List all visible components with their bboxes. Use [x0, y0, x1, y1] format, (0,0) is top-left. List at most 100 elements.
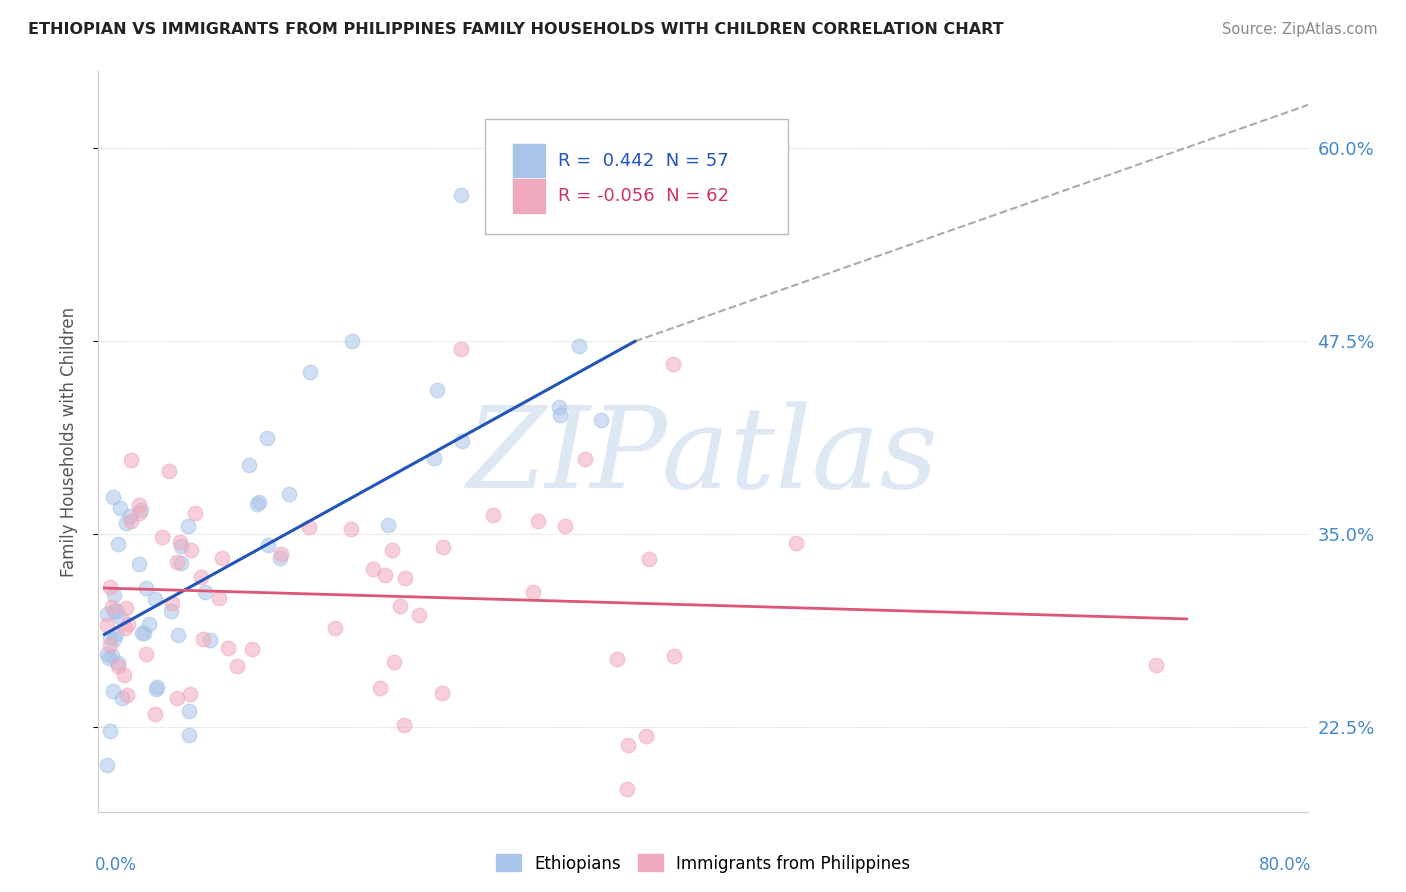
Point — [522, 585, 544, 599]
Point — [636, 729, 658, 743]
Point — [105, 604, 128, 618]
Point — [96, 758, 118, 772]
Point — [589, 413, 612, 427]
Point — [190, 570, 212, 584]
Legend: Ethiopians, Immigrants from Philippines: Ethiopians, Immigrants from Philippines — [489, 847, 917, 880]
Point — [128, 558, 150, 572]
Point — [340, 522, 363, 536]
Point — [101, 490, 124, 504]
Text: Source: ZipAtlas.com: Source: ZipAtlas.com — [1222, 22, 1378, 37]
Point — [150, 530, 173, 544]
Point — [408, 607, 430, 622]
Point — [211, 551, 233, 566]
Point — [450, 342, 472, 356]
Y-axis label: Family Households with Children: Family Households with Children — [59, 307, 77, 576]
Point — [103, 632, 125, 646]
Point — [167, 628, 190, 642]
Point — [661, 358, 683, 372]
Text: 80.0%: 80.0% — [1258, 856, 1312, 874]
Point — [105, 627, 128, 641]
Point — [179, 688, 201, 702]
Point — [115, 601, 138, 615]
Point — [160, 597, 183, 611]
Point — [110, 611, 132, 625]
Point — [170, 556, 193, 570]
Point — [1144, 658, 1167, 673]
Point — [616, 739, 638, 753]
Bar — [512, 178, 546, 213]
Point — [146, 680, 169, 694]
Point — [184, 507, 207, 521]
Point — [100, 580, 122, 594]
Point — [574, 451, 596, 466]
Point — [394, 571, 416, 585]
Point — [98, 651, 121, 665]
Point — [373, 568, 395, 582]
Point — [132, 626, 155, 640]
Point — [298, 520, 321, 534]
Bar — [512, 144, 546, 178]
Point — [117, 617, 139, 632]
Point — [169, 534, 191, 549]
Point — [191, 632, 214, 647]
Point — [638, 552, 661, 566]
Point — [269, 551, 291, 566]
Point — [381, 543, 404, 558]
Point — [101, 600, 124, 615]
Point — [606, 651, 628, 665]
Point — [451, 434, 474, 448]
Point — [157, 464, 180, 478]
Point — [208, 591, 231, 605]
Point — [299, 365, 322, 379]
Point — [96, 618, 118, 632]
Point — [616, 781, 638, 796]
Point — [548, 409, 571, 423]
Point — [112, 668, 135, 682]
Point — [129, 503, 152, 517]
Point — [432, 540, 454, 554]
Point — [166, 555, 188, 569]
Point — [554, 519, 576, 533]
Point — [240, 641, 263, 656]
Point — [160, 604, 183, 618]
Point — [277, 487, 299, 501]
Point — [238, 458, 260, 472]
Point — [179, 728, 201, 742]
Point — [138, 617, 160, 632]
Point — [785, 535, 807, 549]
Point — [96, 607, 118, 622]
Point — [246, 497, 269, 511]
Point — [247, 495, 270, 509]
Point — [101, 684, 124, 698]
Point — [256, 431, 278, 445]
Point — [98, 631, 121, 645]
Point — [145, 591, 167, 606]
Point — [107, 659, 129, 673]
Point — [107, 537, 129, 551]
Point — [120, 514, 142, 528]
Point — [270, 547, 292, 561]
Text: 0.0%: 0.0% — [94, 856, 136, 874]
Point — [103, 587, 125, 601]
Point — [135, 647, 157, 661]
Point — [96, 648, 118, 662]
Point — [361, 562, 384, 576]
Text: R =  0.442  N = 57: R = 0.442 N = 57 — [558, 152, 728, 170]
Point — [482, 508, 505, 522]
Point — [128, 506, 150, 520]
Point — [662, 649, 685, 664]
Point — [423, 450, 446, 465]
Point — [342, 334, 364, 348]
Point — [143, 706, 166, 721]
Point — [166, 691, 188, 706]
Point — [107, 657, 129, 671]
Point — [108, 500, 131, 515]
Point — [377, 517, 399, 532]
Point — [388, 599, 411, 613]
Point — [128, 498, 150, 512]
Point — [382, 655, 405, 669]
Point — [145, 681, 167, 696]
Point — [368, 681, 391, 695]
Point — [194, 585, 217, 599]
Point — [548, 400, 571, 414]
